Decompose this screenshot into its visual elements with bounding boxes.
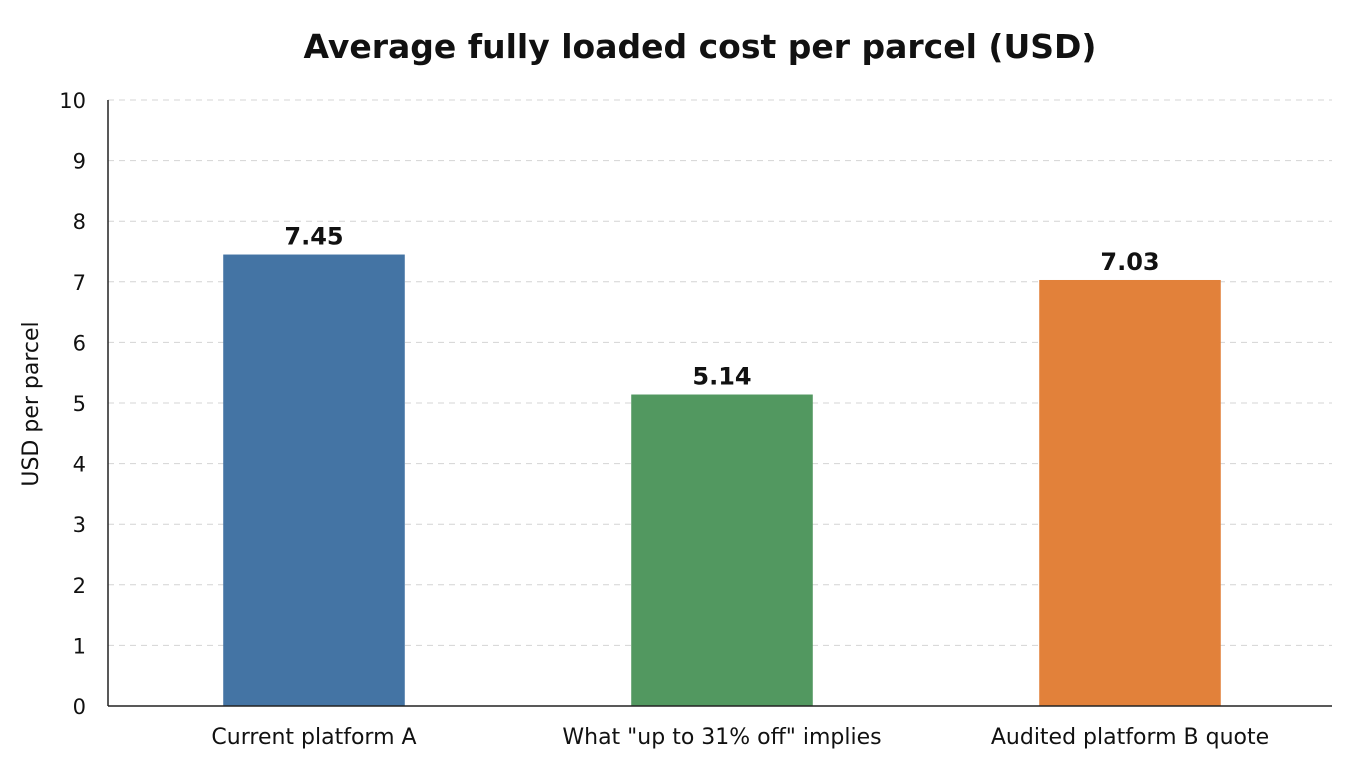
chart-title: Average fully loaded cost per parcel (US… xyxy=(303,27,1096,66)
y-tick-label: 3 xyxy=(73,513,86,537)
y-tick-label: 1 xyxy=(73,634,86,658)
value-labels: 7.45 5.14 7.03 xyxy=(284,223,1159,391)
y-tick-label: 2 xyxy=(73,574,86,598)
y-axis-ticks: 0 1 2 3 4 5 6 7 8 9 10 xyxy=(59,89,86,719)
x-category-label: Current platform A xyxy=(211,725,416,750)
y-axis-label: USD per parcel xyxy=(19,321,44,486)
y-tick-label: 4 xyxy=(73,453,86,477)
bar-value-label: 7.03 xyxy=(1100,248,1159,276)
y-tick-label: 6 xyxy=(73,331,86,355)
bar-value-label: 5.14 xyxy=(692,363,751,391)
bar xyxy=(631,394,813,706)
y-tick-label: 5 xyxy=(73,392,86,416)
y-tick-label: 9 xyxy=(73,150,86,174)
y-tick-label: 8 xyxy=(73,210,86,234)
y-tick-label: 7 xyxy=(73,271,86,295)
x-axis-categories: Current platform A What "up to 31% off" i… xyxy=(211,725,1269,750)
bar-value-label: 7.45 xyxy=(284,223,343,251)
x-category-label: Audited platform B quote xyxy=(991,725,1269,750)
bar xyxy=(223,254,405,706)
y-tick-label: 10 xyxy=(59,89,86,113)
bars xyxy=(223,254,1221,706)
x-category-label: What "up to 31% off" implies xyxy=(562,725,881,750)
bar xyxy=(1039,279,1221,706)
y-tick-label: 0 xyxy=(73,695,86,719)
